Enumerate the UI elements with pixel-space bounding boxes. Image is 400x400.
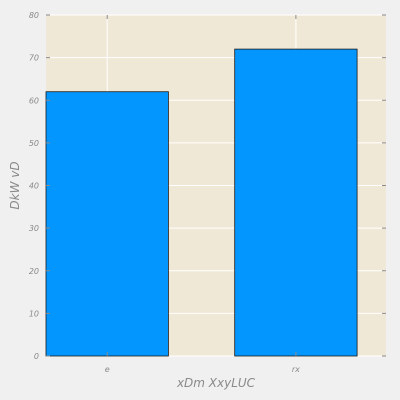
- bars: [45, 48, 358, 357]
- y-tick-label: 50: [29, 139, 39, 148]
- y-tick-label: 10: [29, 309, 39, 318]
- axis-ticks: 0 10 20 30 40 50 60 70 80 e rx: [29, 11, 386, 374]
- y-axis-label: DkW vD: [8, 161, 22, 209]
- y-tick-label: 70: [29, 54, 39, 63]
- bar-e: [45, 91, 169, 357]
- x-tick-label: rx: [292, 365, 300, 374]
- x-axis-label: xDm XxyLUC: [176, 376, 256, 390]
- y-tick-label: 20: [29, 267, 39, 276]
- y-tick-label: 60: [29, 96, 39, 105]
- y-tick-label: 40: [29, 182, 39, 191]
- y-tick-label: 80: [29, 11, 39, 20]
- x-tick-label: e: [105, 365, 110, 374]
- bar-rx: [234, 48, 358, 357]
- y-tick-label: 30: [29, 224, 39, 233]
- y-tick-label: 0: [34, 352, 39, 361]
